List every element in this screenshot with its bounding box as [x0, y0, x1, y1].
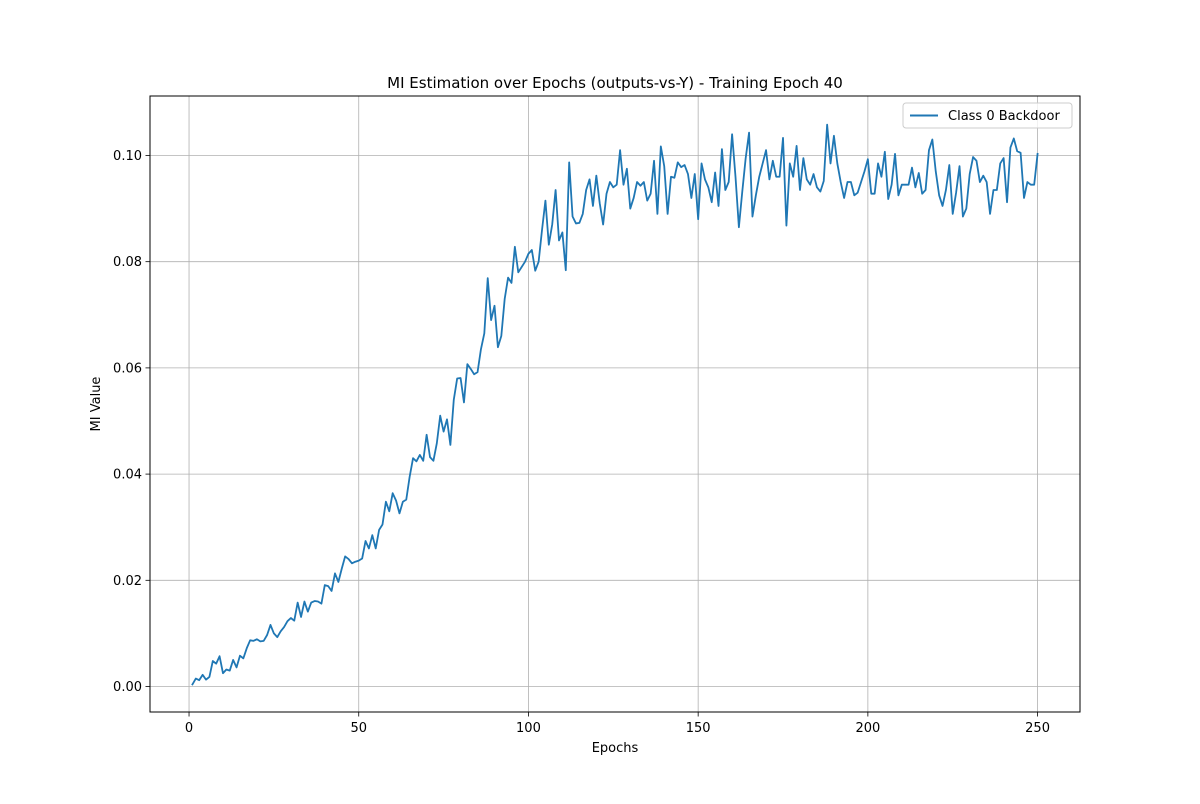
x-tick-label: 100 [516, 721, 541, 736]
y-tick-label: 0.10 [113, 149, 142, 164]
x-axis-ticks: 0 50 100 150 200 250 [185, 712, 1050, 736]
x-tick-label: 0 [185, 721, 193, 736]
y-axis-label: MI Value [89, 377, 104, 432]
legend-label: Class 0 Backdoor [948, 109, 1060, 124]
axes-frame [149, 95, 1081, 713]
y-tick-label: 0.08 [113, 255, 142, 270]
chart-title: MI Estimation over Epochs (outputs-vs-Y)… [387, 74, 843, 92]
y-tick-label: 0.02 [113, 574, 142, 589]
plot-area [150, 96, 1080, 712]
x-tick-label: 200 [855, 721, 880, 736]
series-layer [191, 123, 1039, 686]
grid-lines [150, 96, 1080, 712]
x-tick-label: 150 [686, 721, 711, 736]
y-axis-ticks: 0.00 0.02 0.04 0.06 0.08 0.10 [113, 149, 150, 695]
legend: Class 0 Backdoor [902, 102, 1073, 129]
x-tick-label: 250 [1025, 721, 1050, 736]
x-axis-label: Epochs [592, 741, 639, 756]
x-tick-label: 50 [350, 721, 367, 736]
y-tick-label: 0.06 [113, 361, 142, 376]
y-tick-label: 0.00 [113, 680, 142, 695]
series-line-class-0-backdoor [191, 123, 1039, 686]
y-tick-label: 0.04 [113, 468, 142, 483]
legend-box [902, 102, 1073, 129]
